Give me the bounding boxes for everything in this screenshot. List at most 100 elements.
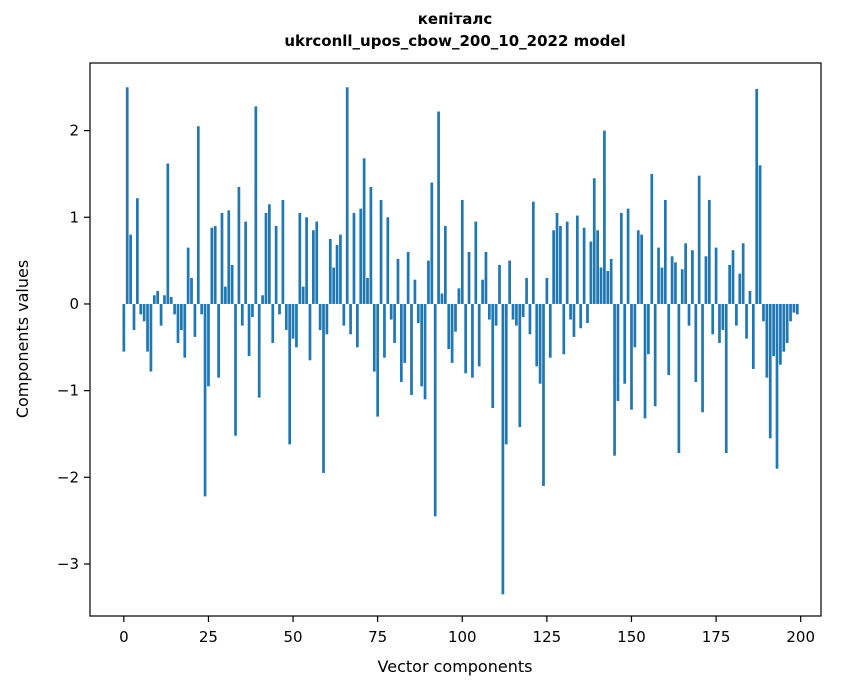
bar (328, 238, 332, 304)
bar (609, 258, 613, 304)
bar (721, 303, 725, 330)
bar (278, 303, 281, 315)
bar (785, 303, 789, 343)
bar (484, 251, 488, 304)
bar (220, 212, 224, 304)
bar (755, 89, 759, 304)
bar (166, 163, 170, 304)
bar (552, 230, 555, 304)
chart-title-line1: кепіталс (418, 10, 493, 28)
y-tick-label: −3 (57, 555, 79, 573)
bar (447, 303, 451, 350)
chart-title-line2: ukrconll_upos_cbow_200_10_2022 model (284, 32, 625, 50)
bar (190, 277, 193, 304)
bar (768, 303, 772, 439)
bar (562, 303, 566, 355)
bar (403, 303, 407, 363)
bar (792, 303, 796, 313)
bar (467, 251, 471, 304)
bar (569, 303, 572, 320)
bar (210, 227, 214, 304)
bar (508, 260, 511, 304)
bar (322, 303, 325, 473)
bar (122, 303, 126, 352)
y-tick-label: 0 (69, 295, 79, 313)
bar (261, 295, 264, 304)
bar (163, 295, 166, 304)
bar (298, 212, 302, 304)
bar (295, 303, 298, 348)
bar (680, 269, 684, 304)
bar (501, 303, 505, 595)
bar (318, 303, 322, 330)
bar (735, 303, 738, 326)
bar (389, 303, 393, 320)
bar (400, 303, 403, 382)
bar (684, 243, 687, 304)
bar (423, 303, 427, 400)
bar (613, 303, 616, 456)
bar (592, 178, 596, 304)
bar (603, 130, 606, 304)
bar (366, 277, 369, 304)
bar (180, 303, 183, 330)
bar (356, 303, 359, 348)
bar (677, 303, 681, 454)
bar (291, 303, 295, 339)
bar (704, 256, 708, 304)
bar (498, 264, 501, 304)
bar (701, 303, 704, 413)
bar (619, 212, 623, 304)
bar (538, 303, 542, 384)
bar (555, 212, 559, 304)
bar (406, 251, 410, 304)
bar (586, 303, 589, 324)
bar (136, 198, 139, 304)
bar (545, 277, 549, 304)
bar (606, 271, 610, 304)
bar (379, 199, 383, 304)
bar (183, 303, 187, 358)
x-tick-label: 50 (284, 628, 303, 646)
bar (440, 293, 444, 304)
bar (640, 234, 643, 304)
bar (240, 303, 244, 326)
bar (383, 303, 386, 358)
bar (396, 258, 400, 304)
bar (129, 234, 132, 304)
bar (535, 303, 539, 367)
bar (504, 303, 508, 445)
bar (728, 264, 731, 304)
bar (687, 303, 691, 326)
bar (741, 243, 745, 304)
bar (531, 201, 535, 304)
bar (173, 303, 176, 315)
bar (284, 303, 288, 330)
bar (437, 111, 440, 304)
bar (765, 303, 769, 378)
x-tick-label: 125 (533, 628, 562, 646)
y-axis-label: Components values (13, 260, 32, 418)
bar (589, 241, 593, 304)
bar (626, 208, 630, 304)
bar (745, 303, 748, 339)
bar (471, 303, 474, 378)
bar-series (122, 87, 799, 595)
bar (494, 303, 498, 326)
bar (237, 186, 241, 304)
bar (227, 210, 231, 304)
bar (542, 303, 545, 486)
bar (200, 303, 204, 315)
bar (657, 247, 660, 304)
bar (257, 303, 261, 398)
bar (410, 303, 413, 395)
bar (196, 126, 200, 304)
bar (203, 303, 207, 497)
bar (234, 303, 237, 436)
bar (775, 303, 779, 469)
bar (281, 199, 285, 304)
bar (579, 303, 583, 329)
bar (132, 303, 136, 330)
bar (254, 106, 258, 304)
bar (487, 303, 491, 320)
